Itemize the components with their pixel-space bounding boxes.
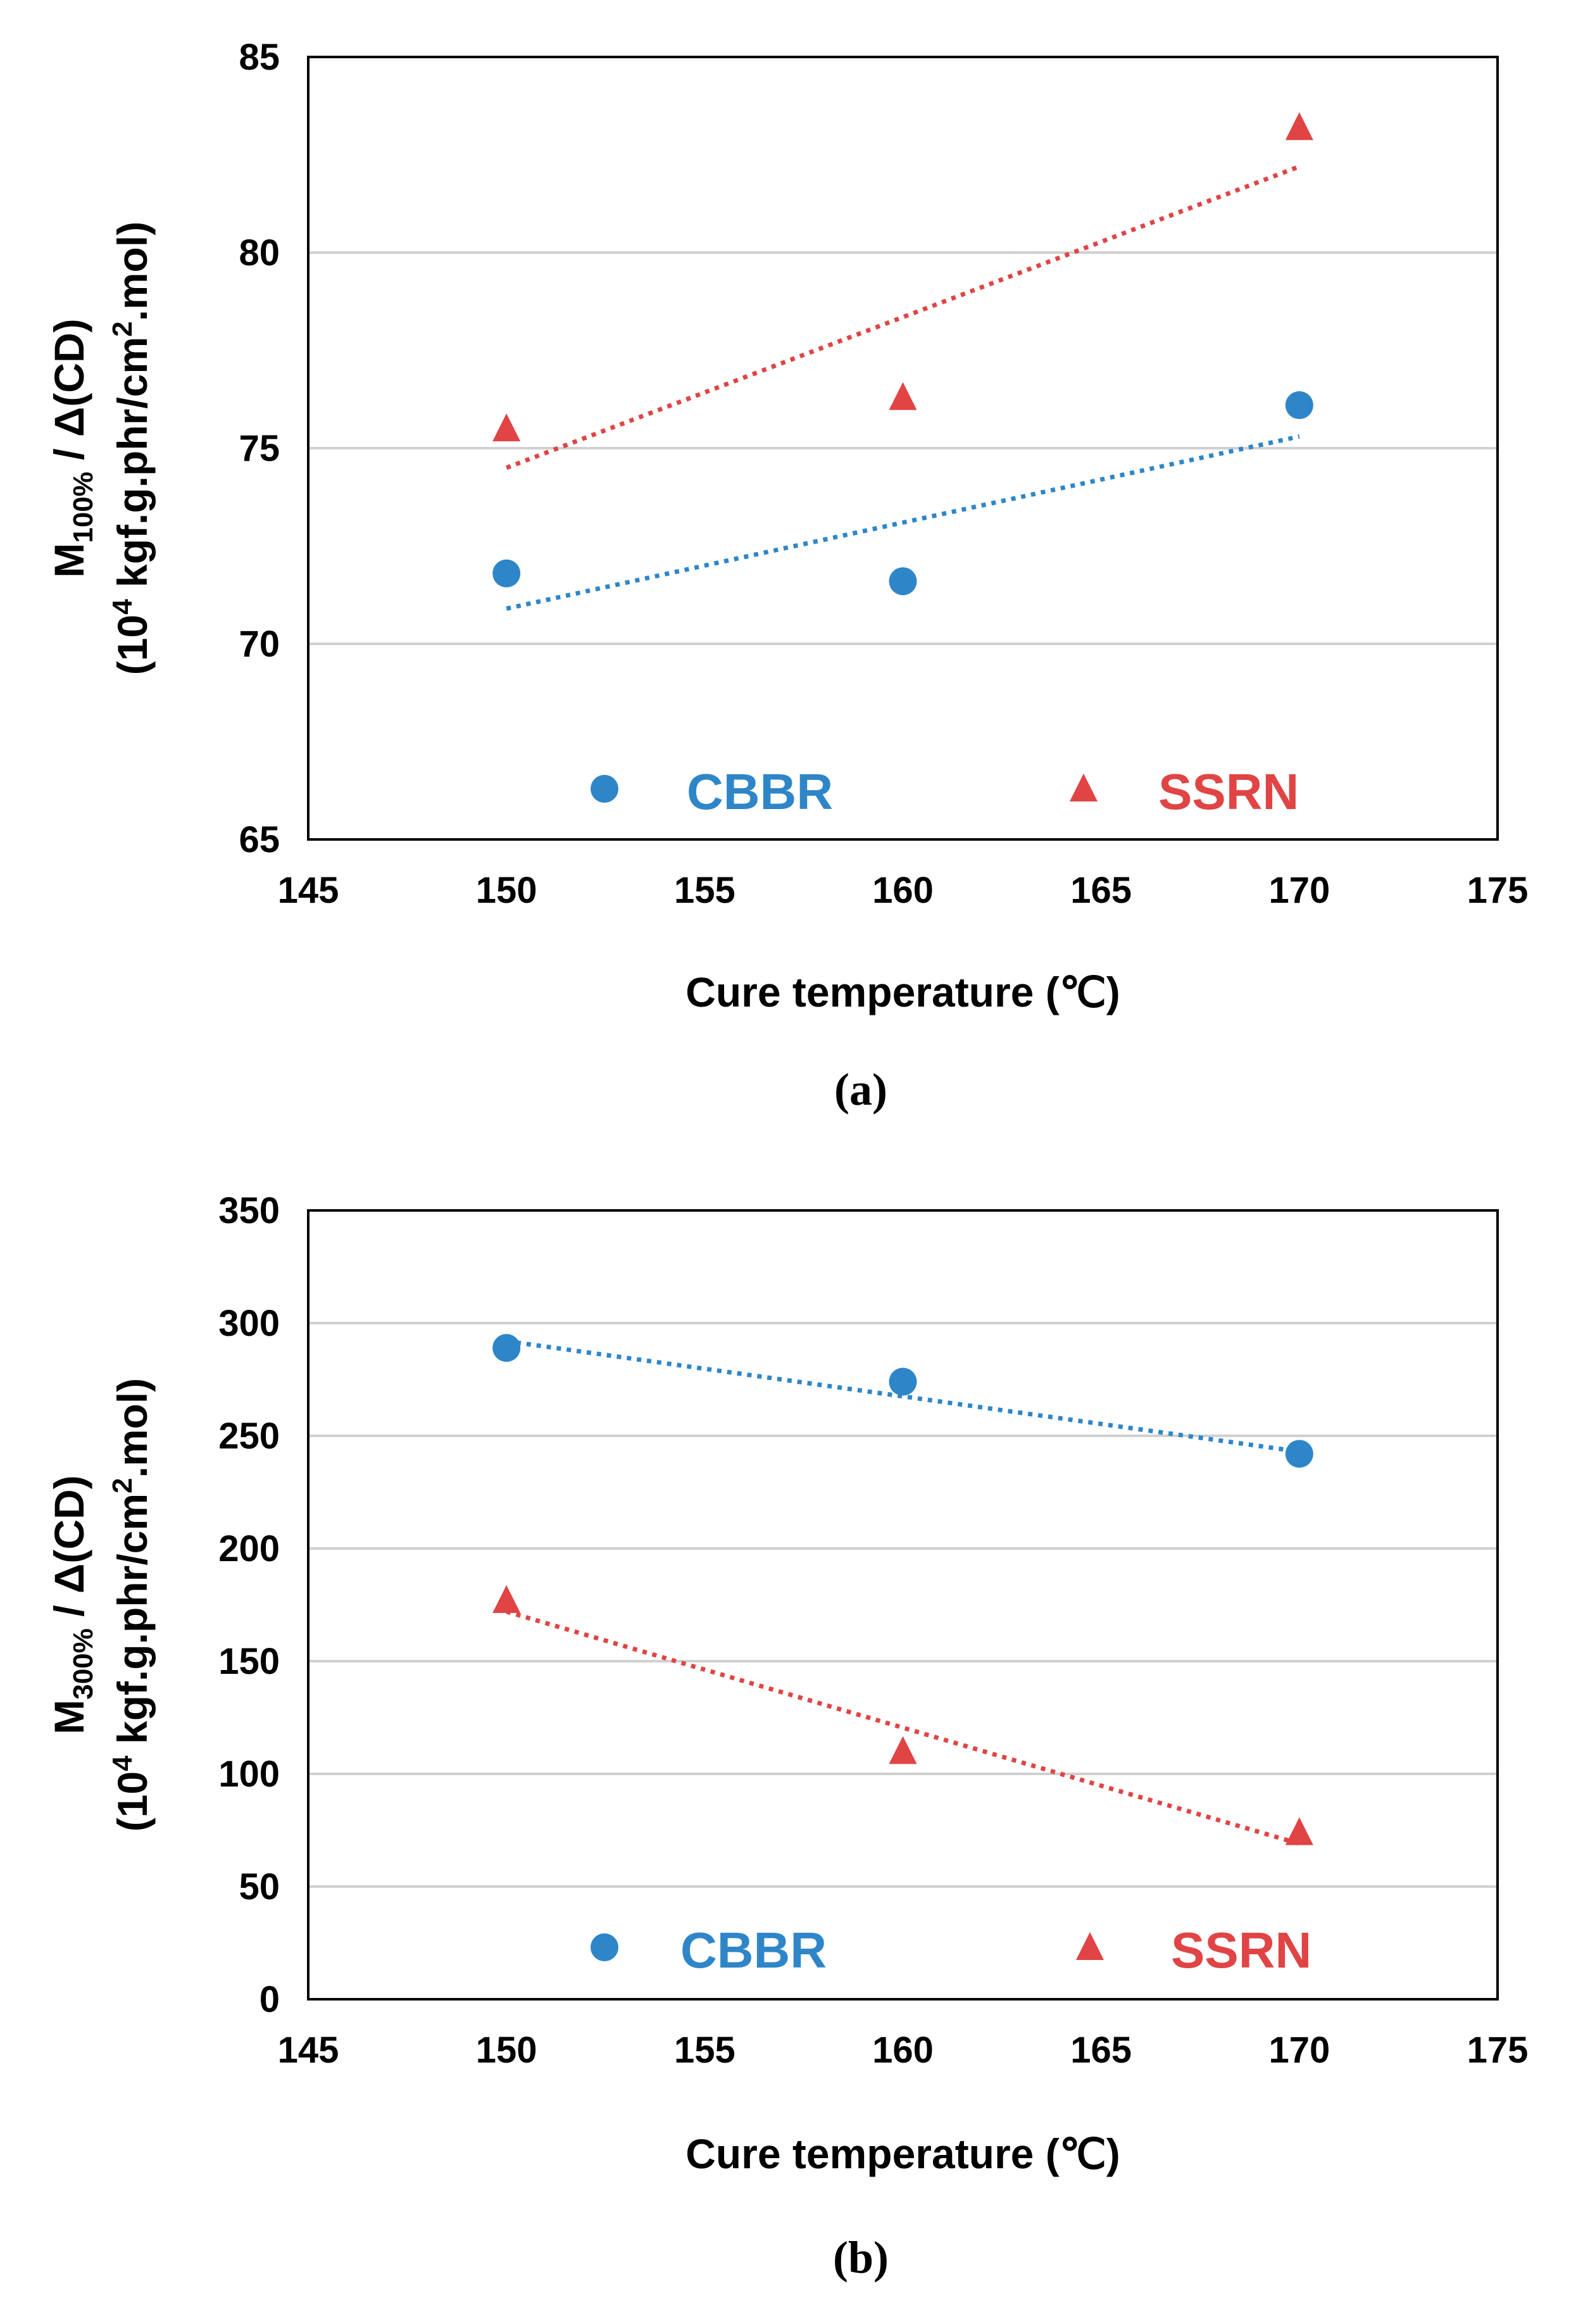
ssrn-point-160 [889, 1736, 917, 1764]
ssrn-trendline [506, 1609, 1300, 1846]
chart-a-plot-area [307, 56, 1499, 841]
cbbr-point-170 [1285, 1440, 1313, 1468]
x-tick-160: 160 [872, 870, 934, 911]
chart-b: 0 50 100 150 200 250 300 350 145 150 155 160 165 170… [46, 1190, 1528, 2283]
chart-a-x-ticks: 145 150 155 160 165 170 175 [278, 870, 1529, 911]
y-tick-65: 65 [239, 819, 280, 860]
cbbr-trendline [506, 1339, 1300, 1454]
y-tick-350: 350 [218, 1190, 280, 1231]
chart-b-y-axis-title: M300% / Δ(CD) [46, 1475, 99, 1734]
legend-label-ssrn: SSRN [1171, 1922, 1311, 1978]
legend-marker-ssrn [1070, 774, 1098, 801]
x-tick-150: 150 [476, 870, 537, 911]
legend-label-cbbr: CBBR [687, 763, 833, 820]
chart-a-trendlines [505, 164, 1301, 611]
chart-b-y-ticks: 0 50 100 150 200 250 300 350 [218, 1190, 280, 2020]
ssrn-point-170 [1285, 1817, 1313, 1845]
x-tick-175: 175 [1467, 2030, 1529, 2071]
chart-a-legend: CBBR SSRN [591, 763, 1299, 820]
y-tick-75: 75 [239, 428, 280, 469]
ssrn-point-150 [492, 1585, 521, 1613]
y-tick-70: 70 [239, 624, 280, 665]
chart-b-caption: (b) [833, 2232, 889, 2283]
chart-b-trendlines [506, 1339, 1300, 1846]
ssrn-point-160 [889, 382, 917, 410]
chart-a-grid [308, 251, 1498, 645]
y-tick-300: 300 [218, 1303, 280, 1344]
chart-a-y-ticks: 65 70 75 80 85 [239, 37, 280, 860]
ssrn-point-170 [1285, 112, 1313, 141]
chart-b-y-axis-units: (104 kgf.g.phr/cm2.mol) [107, 1378, 156, 1831]
cbbr-point-150 [492, 559, 521, 587]
chart-b-x-ticks: 145 150 155 160 165 170 175 [278, 2030, 1529, 2071]
chart-b-points [492, 1334, 1313, 1845]
chart-b-x-axis-title: Cure temperature (℃) [685, 2130, 1120, 2177]
cbbr-point-150 [492, 1334, 521, 1362]
chart-b-legend: CBBR SSRN [591, 1922, 1311, 1978]
chart-a-x-axis-title: Cure temperature (℃) [685, 969, 1120, 1015]
chart-b-grid [308, 1322, 1498, 1888]
ssrn-point-150 [492, 413, 521, 442]
x-tick-170: 170 [1268, 2030, 1330, 2071]
x-tick-165: 165 [1070, 870, 1132, 911]
cbbr-trendline [506, 434, 1300, 611]
chart-a-y-axis-title: M100% / Δ(CD) [46, 318, 99, 577]
cbbr-point-170 [1285, 391, 1313, 420]
x-tick-160: 160 [872, 2030, 934, 2071]
ssrn-trendline [505, 164, 1301, 470]
chart-b-plot-area [307, 1209, 1499, 2001]
y-tick-250: 250 [218, 1416, 280, 1457]
cbbr-point-160 [889, 567, 917, 596]
chart-a-caption: (a) [834, 1064, 887, 1115]
legend-marker-cbbr [591, 775, 618, 803]
x-tick-145: 145 [278, 2030, 339, 2071]
y-tick-50: 50 [239, 1866, 280, 1907]
x-tick-170: 170 [1268, 870, 1330, 911]
x-tick-175: 175 [1467, 870, 1529, 911]
y-tick-150: 150 [218, 1641, 280, 1682]
x-tick-155: 155 [674, 870, 735, 911]
x-tick-155: 155 [674, 2030, 735, 2071]
y-tick-100: 100 [218, 1754, 280, 1795]
chart-a-points [492, 112, 1313, 596]
legend-marker-cbbr [591, 1933, 618, 1961]
y-tick-85: 85 [239, 37, 280, 78]
y-tick-80: 80 [239, 232, 280, 273]
chart-a-y-axis-units: (104 kgf.g.phr/cm2.mol) [107, 222, 156, 675]
y-tick-0: 0 [260, 1979, 280, 2020]
y-tick-200: 200 [218, 1528, 280, 1569]
legend-label-ssrn: SSRN [1158, 763, 1299, 820]
legend-label-cbbr: CBBR [680, 1922, 827, 1978]
x-tick-165: 165 [1070, 2030, 1132, 2071]
x-tick-145: 145 [278, 870, 339, 911]
x-tick-150: 150 [476, 2030, 537, 2071]
chart-a: 65 70 75 80 85 145 150 155 160 165 170 175 CBBR SSR… [46, 37, 1528, 1115]
cbbr-point-160 [889, 1367, 917, 1396]
legend-marker-ssrn [1076, 1932, 1104, 1960]
